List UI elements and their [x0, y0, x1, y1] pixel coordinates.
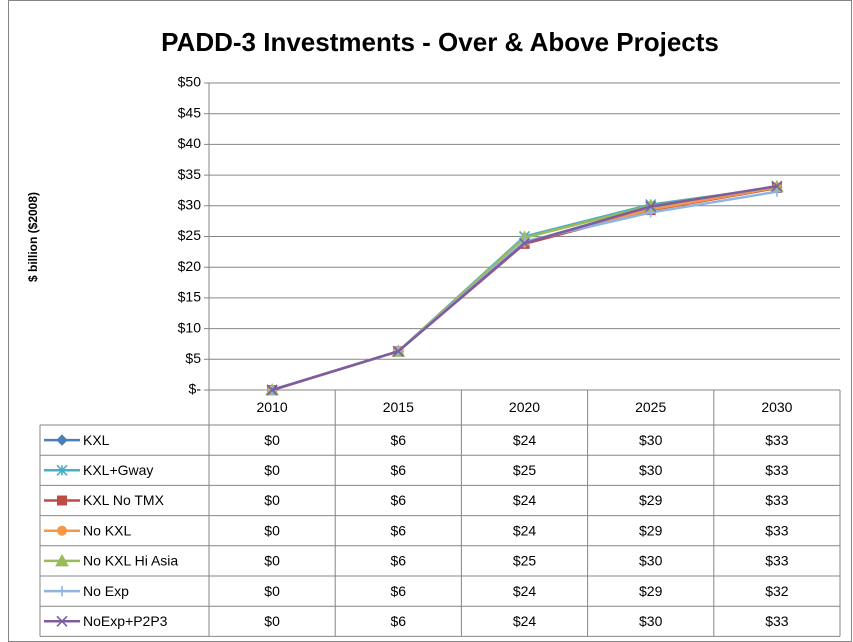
table-value: $0	[264, 432, 280, 448]
x-tick-label: 2020	[509, 399, 540, 415]
x-tick-label: 2010	[257, 399, 288, 415]
marker	[645, 200, 657, 212]
table-value: $29	[639, 522, 663, 538]
marker	[518, 237, 531, 249]
marker	[392, 345, 404, 357]
y-tick-label: $50	[178, 74, 202, 90]
table-value: $33	[765, 613, 789, 629]
marker	[266, 384, 278, 396]
table-value: $30	[639, 432, 663, 448]
table-value: $6	[391, 462, 407, 478]
marker	[56, 434, 68, 446]
y-tick-label: $10	[178, 319, 202, 335]
table-value: $24	[513, 613, 537, 629]
table-value: $6	[391, 613, 407, 629]
table-value: $29	[639, 492, 663, 508]
table-value: $29	[639, 583, 663, 599]
legend-label: KXL	[83, 432, 110, 448]
y-tick-label: $-	[189, 381, 202, 397]
y-tick-label: $15	[178, 289, 202, 305]
marker	[56, 615, 68, 627]
marker	[771, 186, 782, 197]
table-value: $33	[765, 492, 789, 508]
table-value: $33	[765, 553, 789, 569]
x-tick-label: 2015	[383, 399, 414, 415]
y-axis-label: $ billion ($2008)	[26, 192, 40, 282]
y-tick-label: $20	[178, 258, 202, 274]
y-tick-label: $25	[178, 227, 202, 243]
legend-label: No KXL Hi Asia	[83, 553, 178, 569]
legend-label: KXL No TMX	[83, 492, 165, 508]
table-value: $33	[765, 522, 789, 538]
legend-label: No KXL	[83, 522, 131, 538]
x-tick-label: 2030	[761, 399, 792, 415]
marker	[771, 180, 783, 192]
table-value: $33	[765, 462, 789, 478]
table-value: $6	[391, 522, 407, 538]
legend-label: NoExp+P2P3	[83, 613, 168, 629]
table-value: $0	[264, 462, 280, 478]
y-tick-label: $40	[178, 135, 202, 151]
table-value: $24	[513, 583, 537, 599]
table-value: $6	[391, 492, 407, 508]
y-tick-label: $35	[178, 166, 202, 182]
table-value: $25	[513, 462, 537, 478]
table-value: $0	[264, 583, 280, 599]
table-value: $33	[765, 432, 789, 448]
x-tick-label: 2025	[635, 399, 666, 415]
table-value: $30	[639, 462, 663, 478]
table-value: $25	[513, 553, 537, 569]
table-value: $24	[513, 492, 537, 508]
chart-title: PADD-3 Investments - Over & Above Projec…	[161, 27, 719, 57]
marker	[57, 525, 67, 536]
marker	[55, 553, 69, 567]
table-value: $30	[639, 553, 663, 569]
table-value: $24	[513, 522, 537, 538]
legend-label: No Exp	[83, 583, 129, 599]
table-value: $6	[391, 432, 407, 448]
y-tick-label: $30	[178, 197, 202, 213]
table-value: $24	[513, 432, 537, 448]
table-value: $0	[264, 613, 280, 629]
marker	[57, 495, 67, 506]
marker	[56, 464, 68, 476]
table-value: $30	[639, 613, 663, 629]
table-value: $32	[765, 583, 789, 599]
y-tick-label: $45	[178, 104, 202, 120]
marker	[645, 207, 656, 218]
table-value: $6	[391, 583, 407, 599]
table-value: $0	[264, 522, 280, 538]
table-value: $0	[264, 553, 280, 569]
legend-label: KXL+Gway	[83, 462, 153, 478]
table-value: $0	[264, 492, 280, 508]
table-value: $6	[391, 553, 407, 569]
y-tick-label: $5	[185, 350, 201, 366]
marker	[57, 586, 67, 597]
